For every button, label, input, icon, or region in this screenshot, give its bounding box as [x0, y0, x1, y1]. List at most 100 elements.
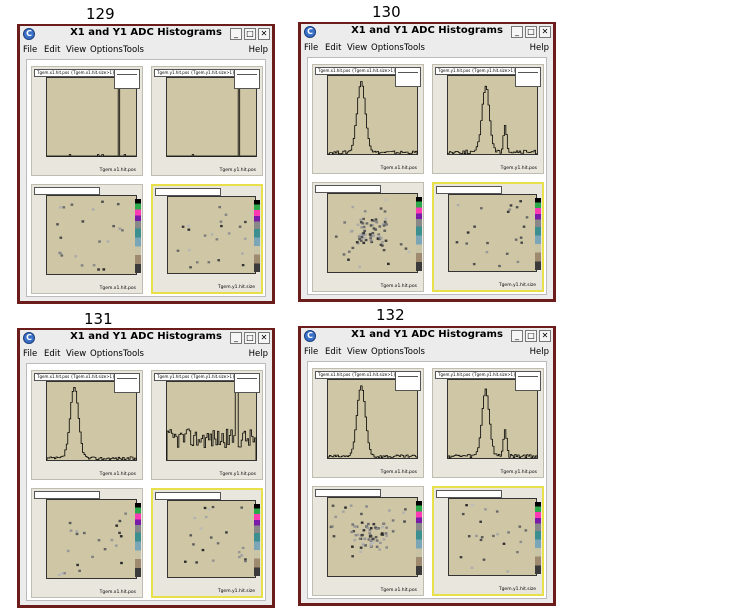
close-button[interactable]: ✕: [539, 26, 551, 38]
title-bar[interactable]: C X1 and Y1 ADC Histograms _ □ ✕: [20, 26, 272, 43]
title-bar[interactable]: C X1 and Y1 ADC Histograms _ □ ✕: [301, 328, 553, 345]
root-app-icon[interactable]: C: [23, 28, 35, 40]
scatter-pad[interactable]: Tgem.x1.hit.pos: [31, 488, 143, 598]
plot-frame: [327, 497, 418, 577]
x-axis-label: Tgem.x1.hit.pos: [380, 284, 417, 289]
close-button[interactable]: ✕: [258, 28, 270, 40]
menu-view[interactable]: View: [66, 45, 87, 55]
pad-title: [34, 187, 100, 195]
menu-options[interactable]: Options: [371, 347, 404, 357]
menu-edit[interactable]: Edit: [325, 43, 342, 53]
histogram-pad[interactable]: Tgem.x1.hit.pos {Tgem.x1.hit.size>1} Tgem…: [31, 66, 143, 176]
histogram-pad[interactable]: Tgem.y1.hit.pos {Tgem.y1.hit.size>1} Tgem…: [432, 368, 544, 478]
close-button[interactable]: ✕: [258, 332, 270, 344]
menu-options[interactable]: Options: [90, 45, 123, 55]
menu-file[interactable]: File: [23, 349, 38, 359]
root-canvas[interactable]: Tgem.x1.hit.pos {Tgem.x1.hit.size>1} Tgem…: [26, 59, 266, 297]
menu-options[interactable]: Options: [90, 349, 123, 359]
scatter-pad[interactable]: Tgem.y1.hit.size: [432, 486, 544, 596]
window-title: X1 and Y1 ADC Histograms: [70, 27, 222, 38]
x-axis-label: Tgem.x1.hit.pos: [99, 590, 136, 595]
title-bar[interactable]: C X1 and Y1 ADC Histograms _ □ ✕: [20, 330, 272, 347]
scatter-pad[interactable]: Tgem.y1.hit.size: [151, 488, 263, 598]
root-app-icon[interactable]: C: [304, 26, 316, 38]
pad-title: [436, 186, 502, 194]
window-body: C X1 and Y1 ADC Histograms _ □ ✕ File Ed…: [20, 330, 272, 605]
color-palette: [254, 504, 260, 576]
menu-help[interactable]: Help: [248, 349, 268, 359]
color-palette: [135, 503, 141, 577]
menu-edit[interactable]: Edit: [44, 45, 61, 55]
histogram-pad[interactable]: Tgem.x1.hit.pos {Tgem.x1.hit.size>1} Tgem…: [312, 64, 424, 174]
title-bar[interactable]: C X1 and Y1 ADC Histograms _ □ ✕: [301, 24, 553, 41]
menu-tools[interactable]: Tools: [123, 45, 144, 55]
x-axis-label: Tgem.y1.hit.pos: [500, 470, 537, 475]
menu-view[interactable]: View: [347, 347, 368, 357]
window-title: X1 and Y1 ADC Histograms: [351, 25, 503, 36]
x-axis-label: Tgem.x1.hit.pos: [99, 472, 136, 477]
minimize-button[interactable]: _: [511, 26, 523, 38]
histogram-pad[interactable]: Tgem.x1.hit.pos {Tgem.x1.hit.size>1} Tgem…: [312, 368, 424, 478]
menu-file[interactable]: File: [304, 347, 319, 357]
histogram-pad[interactable]: Tgem.x1.hit.pos {Tgem.x1.hit.size>1} Tgem…: [31, 370, 143, 480]
menu-view[interactable]: View: [66, 349, 87, 359]
menu-edit[interactable]: Edit: [325, 347, 342, 357]
color-palette: [535, 198, 541, 270]
pad-title: [34, 491, 100, 499]
root-canvas[interactable]: Tgem.x1.hit.pos {Tgem.x1.hit.size>1} Tgem…: [307, 57, 547, 295]
plot-frame: [46, 195, 137, 275]
window-title: X1 and Y1 ADC Histograms: [351, 329, 503, 340]
menu-view[interactable]: View: [347, 43, 368, 53]
menu-tools[interactable]: Tools: [404, 43, 425, 53]
plot-frame: [327, 193, 418, 273]
menu-file[interactable]: File: [23, 45, 38, 55]
maximize-button[interactable]: □: [244, 28, 256, 40]
histogram-pad[interactable]: Tgem.y1.hit.pos {Tgem.y1.hit.size>1} Tgem…: [151, 370, 263, 480]
histogram-pad[interactable]: Tgem.y1.hit.pos {Tgem.y1.hit.size>1} Tgem…: [151, 66, 263, 176]
root-app-icon[interactable]: C: [23, 332, 35, 344]
scatter-pad[interactable]: Tgem.x1.hit.pos: [312, 486, 424, 596]
plot-frame: [447, 379, 538, 459]
window-body: C X1 and Y1 ADC Histograms _ □ ✕ File Ed…: [20, 26, 272, 301]
run-label-131: 131: [84, 310, 113, 328]
menu-file[interactable]: File: [304, 43, 319, 53]
menu-help[interactable]: Help: [248, 45, 268, 55]
scatter-pad[interactable]: Tgem.x1.hit.pos: [312, 182, 424, 292]
root-canvas[interactable]: Tgem.x1.hit.pos {Tgem.x1.hit.size>1} Tgem…: [26, 363, 266, 601]
x-axis-label: Tgem.y1.hit.size: [498, 587, 536, 592]
plot-frame: [327, 379, 418, 459]
pad-title: [315, 185, 381, 193]
stats-box: [234, 69, 260, 89]
menu-tools[interactable]: Tools: [123, 349, 144, 359]
maximize-button[interactable]: □: [244, 332, 256, 344]
stats-box: [395, 67, 421, 87]
root-app-icon[interactable]: C: [304, 330, 316, 342]
plot-graphics: [167, 81, 256, 157]
x-axis-label: Tgem.x1.hit.pos: [380, 470, 417, 475]
menu-help[interactable]: Help: [529, 347, 549, 357]
histogram-pad[interactable]: Tgem.y1.hit.pos {Tgem.y1.hit.size>1} Tgem…: [432, 64, 544, 174]
plot-graphics: [447, 85, 538, 155]
pad-title: [315, 489, 381, 497]
maximize-button[interactable]: □: [525, 26, 537, 38]
plot-graphics: [459, 504, 528, 573]
maximize-button[interactable]: □: [525, 330, 537, 342]
plot-graphics: [327, 385, 418, 459]
plot-frame: [166, 77, 257, 157]
minimize-button[interactable]: _: [511, 330, 523, 342]
window-body: C X1 and Y1 ADC Histograms _ □ ✕ File Ed…: [301, 24, 553, 299]
scatter-pad[interactable]: Tgem.y1.hit.size: [432, 182, 544, 292]
scatter-pad[interactable]: Tgem.y1.hit.size: [151, 184, 263, 294]
root-canvas[interactable]: Tgem.x1.hit.pos {Tgem.x1.hit.size>1} Tgem…: [307, 361, 547, 599]
plot-graphics: [327, 81, 418, 155]
scatter-pad[interactable]: Tgem.x1.hit.pos: [31, 184, 143, 294]
menu-help[interactable]: Help: [529, 43, 549, 53]
x-axis-label: Tgem.x1.hit.pos: [380, 166, 417, 171]
close-button[interactable]: ✕: [539, 330, 551, 342]
minimize-button[interactable]: _: [230, 332, 242, 344]
pad-title: Tgem.y1.hit.pos {Tgem.y1.hit.size>1}: [154, 373, 238, 381]
menu-edit[interactable]: Edit: [44, 349, 61, 359]
menu-options[interactable]: Options: [371, 43, 404, 53]
minimize-button[interactable]: _: [230, 28, 242, 40]
menu-tools[interactable]: Tools: [404, 347, 425, 357]
